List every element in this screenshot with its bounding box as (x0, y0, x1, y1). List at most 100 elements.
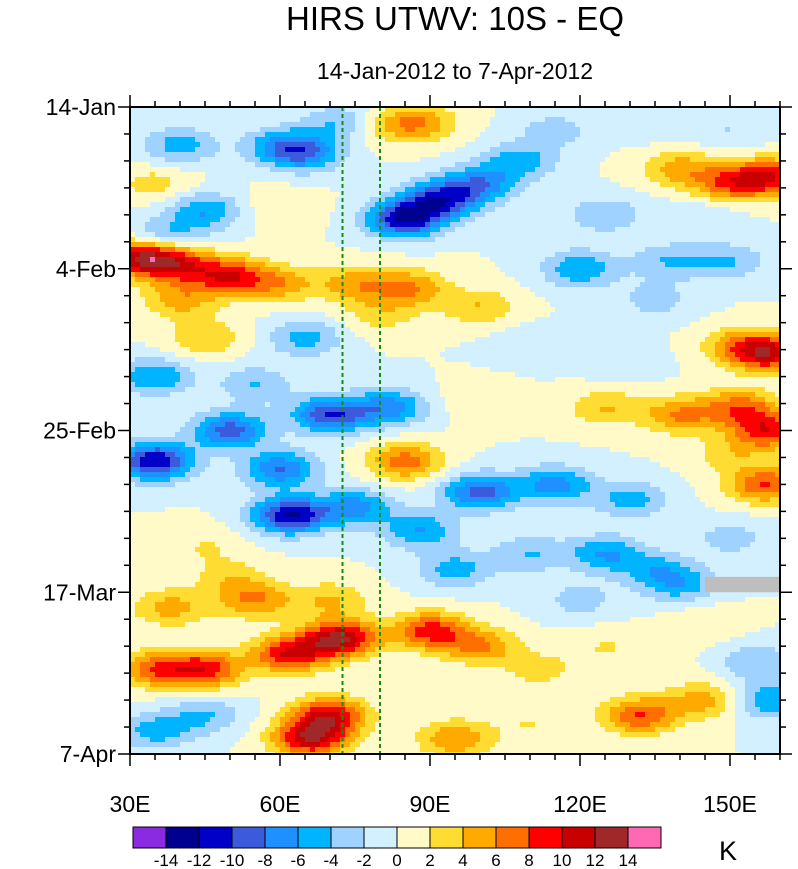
field-cell (625, 177, 631, 183)
field-cell (325, 172, 331, 178)
field-cell (475, 212, 481, 218)
field-cell (135, 272, 141, 278)
field-cell (730, 137, 736, 143)
field-cell (445, 152, 451, 158)
field-cell (555, 207, 561, 213)
field-cell (405, 132, 411, 138)
field-cell (195, 147, 201, 153)
field-cell (510, 117, 516, 123)
field-cell (495, 257, 501, 263)
field-cell (530, 162, 536, 168)
field-cell (645, 247, 651, 253)
field-cell (240, 252, 246, 258)
field-cell (560, 247, 566, 253)
field-cell (330, 292, 336, 298)
field-cell (395, 277, 401, 283)
field-cell (305, 157, 311, 163)
field-cell (760, 167, 766, 173)
field-cell (235, 232, 241, 238)
field-cell (195, 142, 201, 148)
field-cell (370, 252, 376, 258)
field-cell (650, 217, 656, 223)
field-cell (600, 122, 606, 128)
field-cell (280, 147, 286, 153)
field-cell (415, 262, 421, 268)
field-cell (645, 222, 651, 228)
field-cell (395, 202, 401, 208)
field-cell (410, 267, 416, 273)
field-cell (500, 192, 506, 198)
field-cell (270, 207, 276, 213)
field-cell (355, 267, 361, 273)
field-cell (435, 117, 441, 123)
field-cell (580, 127, 586, 133)
field-cell (735, 122, 741, 128)
field-cell (730, 197, 736, 203)
field-cell (480, 262, 486, 268)
field-cell (225, 187, 231, 193)
field-cell (565, 247, 571, 253)
field-cell (760, 202, 766, 208)
field-cell (450, 172, 456, 178)
field-cell (645, 227, 651, 233)
field-cell (505, 252, 511, 258)
field-cell (700, 267, 706, 273)
field-cell (400, 172, 406, 178)
field-cell (430, 207, 436, 213)
field-cell (185, 292, 191, 298)
field-cell (480, 282, 486, 288)
field-cell (705, 167, 711, 173)
field-cell (285, 247, 291, 253)
field-cell (495, 217, 501, 223)
field-cell (485, 147, 491, 153)
field-cell (610, 157, 616, 163)
field-cell (615, 237, 621, 243)
field-cell (660, 257, 666, 263)
field-cell (695, 127, 701, 133)
field-cell (250, 222, 256, 228)
field-cell (290, 272, 296, 278)
field-cell (235, 277, 241, 283)
field-cell (625, 202, 631, 208)
field-cell (430, 172, 436, 178)
field-cell (170, 217, 176, 223)
field-cell (715, 122, 721, 128)
field-cell (295, 252, 301, 258)
field-cell (555, 242, 561, 248)
field-cell (565, 117, 571, 123)
field-cell (685, 247, 691, 253)
field-cell (370, 292, 376, 298)
field-cell (195, 157, 201, 163)
field-cell (275, 117, 281, 123)
field-cell (675, 122, 681, 128)
field-cell (175, 267, 181, 273)
field-cell (610, 147, 616, 153)
field-cell (540, 127, 546, 133)
field-cell (495, 172, 501, 178)
field-cell (275, 177, 281, 183)
field-cell (490, 177, 496, 183)
field-cell (525, 282, 531, 288)
field-cell (320, 187, 326, 193)
field-cell (155, 277, 161, 283)
field-cell (600, 147, 606, 153)
field-cell (490, 212, 496, 218)
field-cell (480, 267, 486, 273)
field-cell (360, 232, 366, 238)
field-cell (205, 247, 211, 253)
field-cell (610, 177, 616, 183)
field-cell (400, 282, 406, 288)
field-cell (485, 132, 491, 138)
field-cell (200, 287, 206, 293)
field-cell (320, 162, 326, 168)
field-cell (265, 117, 271, 123)
field-cell (320, 107, 326, 113)
field-cell (660, 267, 666, 273)
field-cell (665, 147, 671, 153)
field-cell (775, 232, 780, 238)
field-cell (660, 137, 666, 143)
field-cell (555, 162, 561, 168)
field-cell (185, 147, 191, 153)
field-cell (265, 157, 271, 163)
field-cell (440, 292, 446, 298)
